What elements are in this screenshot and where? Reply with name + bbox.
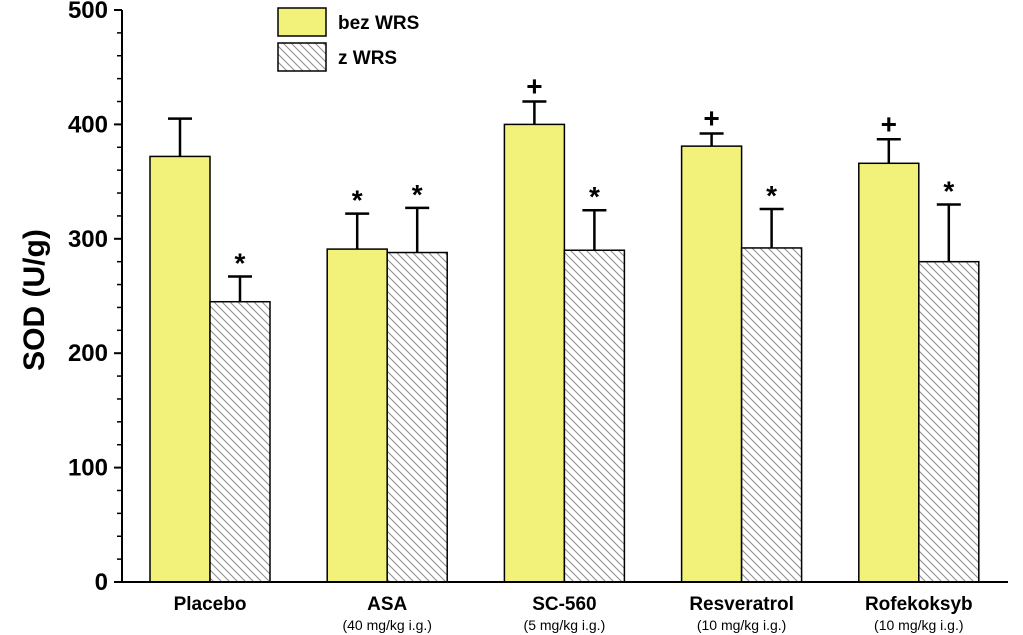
x-category-label: Placebo (174, 594, 247, 615)
y-axis-label: SOD (U/g) (18, 229, 51, 371)
significance-plus: + (881, 108, 897, 139)
y-tick-label: 200 (68, 340, 108, 367)
y-tick-label: 100 (68, 455, 108, 482)
legend: bez WRS z WRS (277, 7, 419, 72)
x-category-dose: (40 mg/kg i.g.) (342, 617, 431, 633)
y-tick-label: 0 (95, 569, 108, 596)
y-tick-label: 300 (68, 226, 108, 253)
legend-swatch-z-wrs (277, 42, 327, 72)
y-tick-label: 500 (68, 0, 108, 24)
x-category-dose: (5 mg/kg i.g.) (524, 617, 606, 633)
x-category-label: Rofekoksyb (865, 594, 973, 615)
bar-z-wrs (386, 251, 448, 583)
x-axis-labels: Placebo ASA (40 mg/kg i.g.) SC-560 (5 mg/kg … (174, 594, 973, 633)
bar-z-wrs (563, 249, 626, 583)
bar-bez-wrs (858, 162, 920, 583)
significance-plus: + (703, 103, 719, 134)
bar-z-wrs (740, 247, 803, 583)
y-axis-ticks: 0 100 200 300 400 500 (68, 0, 122, 596)
bar-bez-wrs (503, 123, 566, 583)
significance-asterisk: * (943, 175, 954, 206)
legend-swatch-bez-wrs (277, 7, 327, 37)
x-category-label: Resveratrol (689, 594, 794, 615)
x-category-label: ASA (367, 594, 407, 615)
significance-asterisk: * (412, 179, 423, 210)
legend-label-z-wrs: z WRS (338, 48, 397, 69)
bar-z-wrs (209, 300, 271, 583)
bar-bez-wrs (680, 145, 743, 583)
significance-asterisk: * (766, 180, 777, 211)
x-category-label: SC-560 (532, 594, 596, 615)
y-tick-label: 400 (68, 111, 108, 138)
x-category-dose: (10 mg/kg i.g.) (874, 617, 963, 633)
significance-asterisk: * (352, 185, 363, 216)
bar-bez-wrs (149, 155, 211, 583)
bar-z-wrs (918, 260, 980, 583)
significance-plus: + (526, 71, 542, 102)
significance-asterisk: * (235, 248, 246, 279)
legend-label-bez-wrs: bez WRS (338, 13, 419, 34)
bars-group: * * * + * + * + * (149, 71, 980, 583)
x-category-dose: (10 mg/kg i.g.) (697, 617, 786, 633)
bar-bez-wrs (326, 248, 388, 583)
significance-asterisk: * (589, 181, 600, 212)
